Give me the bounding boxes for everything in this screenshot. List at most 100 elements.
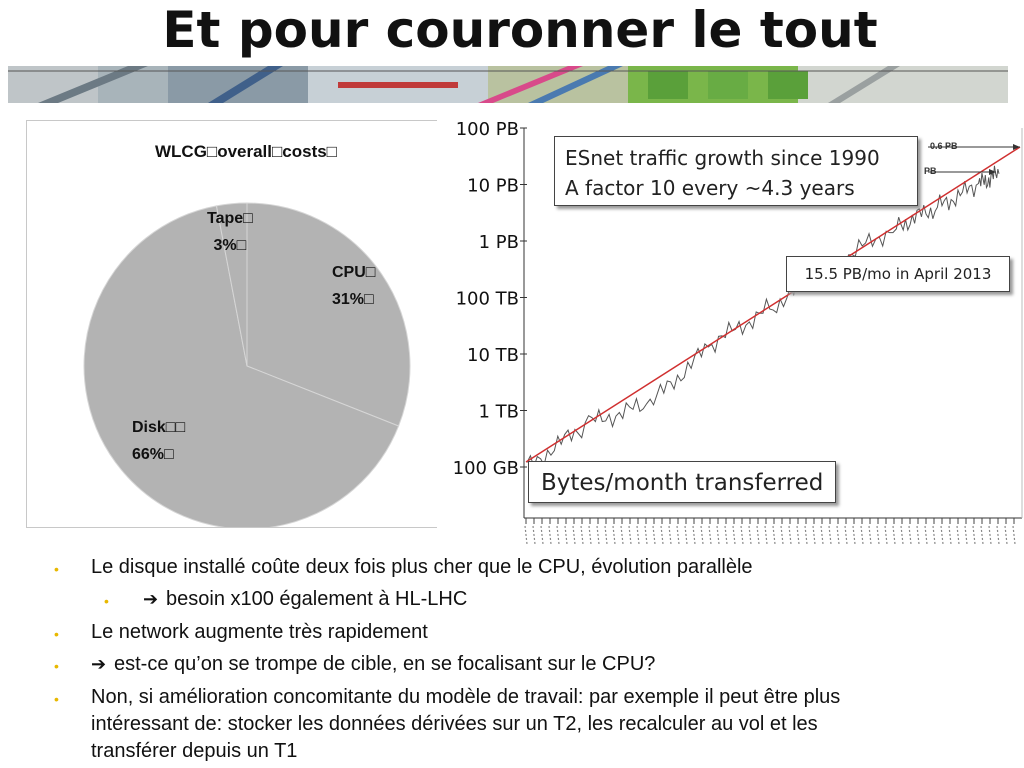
x-tick-label bbox=[964, 525, 968, 545]
y-tick-label: 1 PB bbox=[479, 232, 519, 253]
x-tick-label bbox=[908, 525, 912, 545]
x-tick-label bbox=[1012, 525, 1016, 545]
x-tick-label bbox=[676, 525, 680, 545]
bullet-dot-1: • bbox=[54, 561, 59, 577]
x-tick-label bbox=[788, 525, 792, 545]
bullet-dot-2: • bbox=[104, 593, 109, 609]
pie-chart-title: WLCG□overall□costs□ bbox=[155, 142, 337, 161]
y-tick-label: 100 TB bbox=[456, 289, 519, 310]
x-tick-label bbox=[932, 525, 936, 545]
arrow-icon-2: ➔ bbox=[91, 654, 107, 674]
x-tick-label bbox=[1004, 525, 1008, 545]
pie-chart-svg bbox=[83, 202, 411, 527]
bullet-5-line1: Non, si amélioration concomitante du mod… bbox=[91, 686, 841, 708]
x-tick-label bbox=[796, 525, 800, 545]
x-tick-label bbox=[660, 525, 664, 545]
network-chart-svg: 100 PB 10 PB 1 PB 100 TB 10 TB 1 TB 100 GB 0.6… bbox=[453, 119, 1023, 545]
pie-slice-disk bbox=[83, 205, 400, 527]
y-tick-label: 10 PB bbox=[467, 176, 519, 197]
x-tick-label bbox=[684, 525, 688, 545]
x-tick-label bbox=[988, 525, 992, 545]
x-tick-label bbox=[540, 525, 544, 545]
pie-label-cpu: CPU□ 31%□ bbox=[332, 259, 375, 313]
x-tick-label bbox=[828, 525, 832, 545]
pie-label-disk: Disk□□ 66%□ bbox=[132, 414, 185, 468]
x-tick-label bbox=[628, 525, 632, 545]
x-tick-label bbox=[852, 525, 856, 545]
bullet-4: est-ce qu’on se trompe de cible, en se f… bbox=[114, 653, 656, 675]
arrow-mid-head bbox=[989, 169, 996, 175]
x-tick-label bbox=[740, 525, 744, 545]
arrow-top-head bbox=[1013, 144, 1020, 150]
x-tick-label bbox=[644, 525, 648, 545]
x-tick-label bbox=[900, 525, 904, 545]
pie-label-tape-pct: 3%□ bbox=[213, 237, 247, 254]
x-tick-label bbox=[868, 525, 872, 545]
trend-line bbox=[525, 146, 1021, 463]
bullet-2: besoin x100 également à HL-LHC bbox=[166, 588, 468, 610]
bullet-3: Le network augmente très rapidement bbox=[91, 621, 428, 643]
x-tick-label bbox=[612, 525, 616, 545]
pie-label-disk-name: Disk□□ bbox=[132, 419, 186, 436]
x-tick-label bbox=[596, 525, 600, 545]
pie-label-tape: Tape□ 3%□ bbox=[207, 205, 253, 259]
pie-label-cpu-name: CPU□ bbox=[332, 264, 376, 281]
x-tick-label bbox=[948, 525, 952, 545]
x-tick-label bbox=[756, 525, 760, 545]
esnet-growth-callout: ESnet traffic growth since 1990 A factor… bbox=[554, 136, 918, 206]
x-tick-label bbox=[884, 525, 888, 545]
x-tick-label bbox=[804, 525, 808, 545]
bytes-month-callout: Bytes/month transferred bbox=[528, 461, 836, 503]
x-tick-label bbox=[652, 525, 656, 545]
pie-label-tape-name: Tape□ bbox=[207, 210, 253, 227]
x-tick-label bbox=[692, 525, 696, 545]
x-tick-label bbox=[580, 525, 584, 545]
y-tick-label: 10 TB bbox=[467, 345, 519, 366]
x-tick-label bbox=[708, 525, 712, 545]
x-tick-label bbox=[564, 525, 568, 545]
x-tick-label bbox=[764, 525, 768, 545]
x-tick-label bbox=[940, 525, 944, 545]
x-tick-label bbox=[732, 525, 736, 545]
slide-title: Et pour couronner le tout bbox=[162, 1, 878, 59]
x-tick-label bbox=[572, 525, 576, 545]
x-tick-label bbox=[996, 525, 1000, 545]
bullet-1: Le disque installé coûte deux fois plus … bbox=[91, 556, 753, 578]
pie-chart-panel: WLCG□overall□costs□ Tape□ 3%□ CPU□ 31%□ … bbox=[26, 120, 437, 528]
x-tick-label bbox=[724, 525, 728, 545]
x-tick-label bbox=[716, 525, 720, 545]
bullet-5-line2: intéressant de: stocker les données déri… bbox=[91, 713, 818, 735]
bullet-5-line3: transférer depuis un T1 bbox=[91, 740, 298, 762]
pie-slice-tape bbox=[215, 202, 248, 367]
pie-label-disk-pct: 66%□ bbox=[132, 446, 174, 463]
pie-label-cpu-pct: 31%□ bbox=[332, 291, 374, 308]
x-tick-label bbox=[524, 525, 528, 545]
x-tick-label bbox=[668, 525, 672, 545]
x-tick-label bbox=[748, 525, 752, 545]
x-tick-label bbox=[812, 525, 816, 545]
traffic-data-line bbox=[526, 165, 1000, 469]
network-growth-chart: 100 PB 10 PB 1 PB 100 TB 10 TB 1 TB 100 GB 0.6… bbox=[436, 112, 1024, 552]
x-tick-label bbox=[532, 525, 536, 545]
x-tick-label bbox=[924, 525, 928, 545]
arrow-icon-1: ➔ bbox=[143, 589, 159, 609]
x-tick-label bbox=[836, 525, 840, 545]
x-tick-label bbox=[772, 525, 776, 545]
x-tick-label bbox=[636, 525, 640, 545]
y-tick-label: 100 GB bbox=[453, 458, 519, 479]
esnet-callout-line2: A factor 10 every ~4.3 years bbox=[565, 176, 855, 200]
bullet-dot-3: • bbox=[54, 626, 59, 642]
x-tick-label bbox=[780, 525, 784, 545]
x-tick-label bbox=[588, 525, 592, 545]
x-tick-label bbox=[620, 525, 624, 545]
bullet-dot-4: • bbox=[54, 658, 59, 674]
y-tick-label: 1 TB bbox=[478, 402, 519, 423]
april-2013-callout: 15.5 PB/mo in April 2013 bbox=[786, 256, 1010, 292]
x-tick-label bbox=[860, 525, 864, 545]
x-tick-label bbox=[548, 525, 552, 545]
x-tick-label bbox=[972, 525, 976, 545]
esnet-callout-line1: ESnet traffic growth since 1990 bbox=[565, 146, 880, 170]
x-tick-label bbox=[700, 525, 704, 545]
x-tick-label bbox=[892, 525, 896, 545]
x-tick-label bbox=[844, 525, 848, 545]
